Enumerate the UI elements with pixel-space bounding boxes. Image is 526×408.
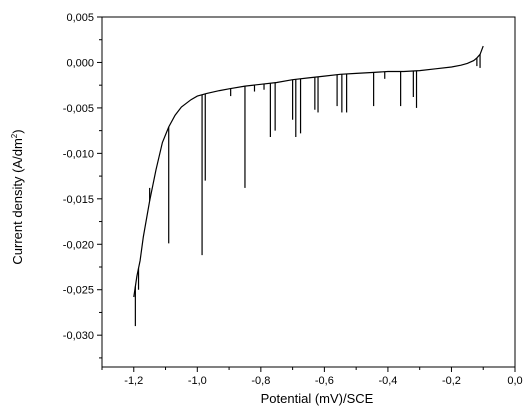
plot-frame (101, 16, 516, 368)
x-tick-label: -1,0 (188, 375, 207, 387)
plot-area (133, 45, 484, 327)
y-tick-label: 0,005 (66, 12, 94, 24)
y-tick-label: 0,000 (66, 57, 94, 69)
x-axis-title: Potential (mV)/SCE (261, 391, 374, 406)
y-tick-label: -0,005 (63, 103, 94, 115)
x-tick-label: -1,2 (124, 375, 143, 387)
y-axis-title-sup: 2 (10, 133, 19, 138)
y-tick-label: -0,025 (63, 285, 94, 297)
y-axis-title-close: ) (10, 129, 25, 133)
y-tick-label: -0,020 (63, 239, 94, 251)
y-tick-label: -0,010 (63, 148, 94, 160)
y-axis-title: Current density (A/dm2) (10, 129, 25, 264)
tick-labels: -1,2 -1,0 -0,8 -0,6 -0,4 -0,2 0,0 0,005 0,000 -0,… (63, 12, 523, 387)
x-tick-label: -0,8 (251, 375, 270, 387)
series-line (133, 45, 484, 298)
y-tick-label: -0,030 (63, 330, 94, 342)
x-tick-label: 0,0 (507, 375, 522, 387)
x-tick-label: -0,2 (442, 375, 461, 387)
axes (97, 16, 516, 372)
y-axis-title-main: Current density (A/dm (10, 138, 25, 264)
y-tick-label: -0,015 (63, 194, 94, 206)
x-tick-label: -0,6 (315, 375, 334, 387)
x-tick-label: -0,4 (378, 375, 397, 387)
